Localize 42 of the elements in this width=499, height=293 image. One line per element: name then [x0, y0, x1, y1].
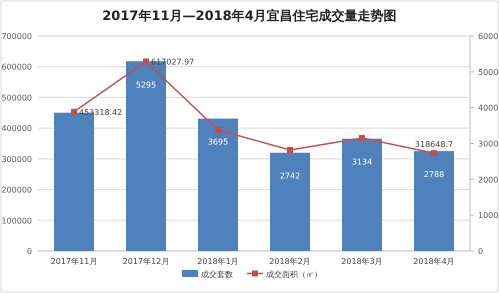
data-label: 3134 [352, 158, 372, 167]
data-label: 453318.42 [79, 108, 122, 117]
data-label: 3695 [208, 138, 228, 147]
y-tick-label: 100000 [1, 216, 32, 226]
chart-title: 2017年11月—2018年4月宜昌住宅成交量走势图 [102, 8, 397, 24]
y-tick-label: 0 [26, 247, 32, 256]
x-tick-label: 2017年12月 [122, 257, 170, 266]
y2-tick-label: 6000 [478, 32, 498, 41]
point [215, 126, 221, 133]
bar [414, 151, 454, 251]
y2-tick-label: 5000 [478, 68, 498, 77]
legend-label: 成交套数 [201, 270, 233, 279]
data-label: 318648.7 [414, 140, 454, 150]
point [143, 58, 149, 64]
y-tick-label: 200000 [1, 186, 32, 195]
x-tick-label: 2018年1月 [197, 257, 239, 266]
y2-tick-label: 0 [478, 247, 484, 256]
bar [270, 152, 310, 251]
y-tick-label: 600000 [1, 62, 32, 72]
y-tick-label: 300000 [1, 154, 32, 164]
bar [342, 138, 382, 251]
y-tick-label: 700000 [1, 32, 32, 41]
x-tick-label: 2018年2月 [269, 257, 311, 266]
y2-tick-label: 3000 [478, 140, 498, 148]
y-tick-label: 400000 [1, 124, 32, 134]
x-tick-label: 2018年3月 [341, 257, 383, 266]
point [359, 134, 365, 141]
y2-tick-label: 4000 [478, 104, 498, 113]
y-tick-label: 500000 [1, 93, 32, 102]
data-label: 2788 [424, 170, 444, 180]
y2-tick-label: 1000 [478, 211, 498, 220]
bar [198, 118, 238, 251]
point [287, 146, 293, 153]
y2-tick-label: 2000 [478, 175, 498, 184]
x-tick-label: 2017年11月 [50, 257, 98, 266]
data-label: 2742 [280, 172, 300, 181]
data-label: 5295 [136, 80, 156, 90]
x-tick-label: 2018年4月 [413, 257, 455, 266]
legend-label: 成交面积（㎡） [266, 270, 322, 279]
data-label: 617027.97 [151, 57, 194, 66]
point [71, 108, 77, 115]
point [431, 150, 437, 156]
